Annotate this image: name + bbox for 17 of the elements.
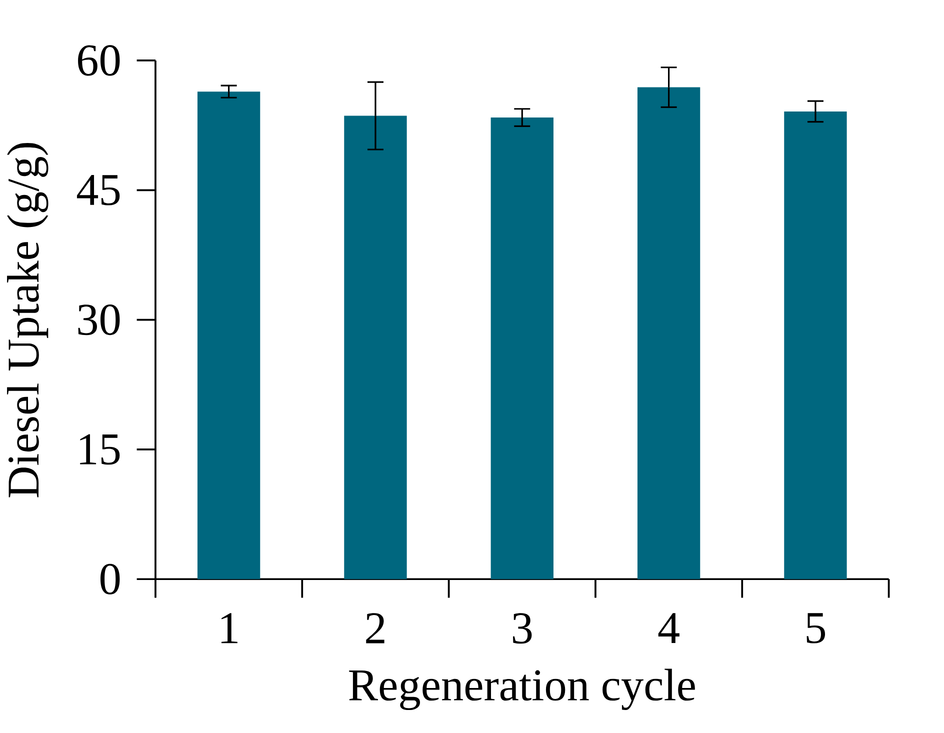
x-tick-label: 2 (366, 613, 384, 644)
y-tick-label: 60 (78, 45, 120, 76)
bar (197, 92, 260, 580)
y-tick-label: 0 (100, 564, 120, 594)
x-tick-label: 4 (658, 613, 680, 644)
x-tick-label: 5 (806, 613, 826, 644)
bar (344, 116, 407, 580)
bar (784, 111, 847, 580)
x-tick-label: 3 (512, 613, 532, 644)
x-axis-title: Regeneration cycle (349, 668, 695, 710)
bar (637, 87, 700, 580)
y-tick-label: 15 (80, 434, 120, 465)
x-tick-label: 1 (221, 613, 238, 644)
y-tick-label: 45 (76, 174, 120, 206)
y-tick-label: 30 (78, 304, 120, 336)
y-axis-title: Diesel Uptake (g/g) (7, 143, 48, 498)
bar (490, 118, 554, 580)
